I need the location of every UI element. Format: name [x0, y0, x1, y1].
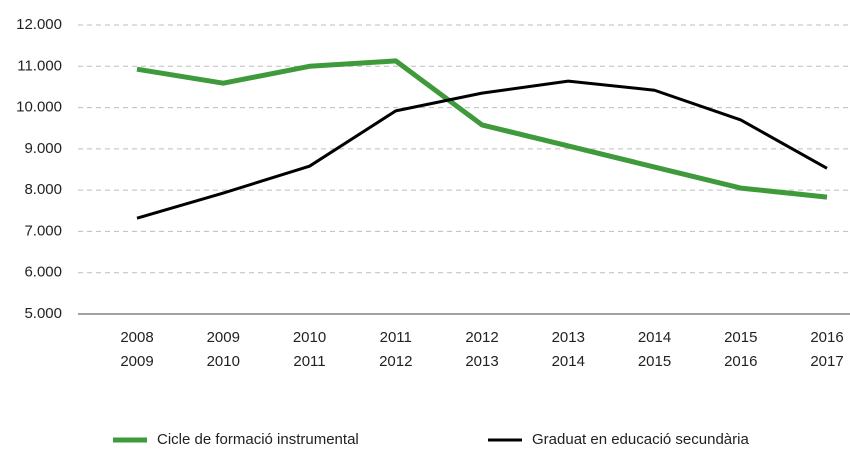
x-tick-label: 2009	[207, 329, 240, 346]
x-tick-label: 2011	[293, 353, 325, 370]
x-tick-label: 2016	[724, 353, 757, 370]
y-tick-label: 6.000	[24, 264, 62, 281]
y-tick-label: 9.000	[24, 140, 62, 157]
legend-label: Graduat en educació secundària	[532, 431, 749, 448]
x-tick-label: 2012	[379, 353, 412, 370]
legend-label: Cicle de formació instrumental	[157, 431, 359, 448]
y-tick-label: 12.000	[16, 16, 62, 33]
x-tick-label: 2009	[120, 353, 153, 370]
x-tick-label: 2010	[293, 329, 326, 346]
x-tick-label: 2017	[810, 353, 843, 370]
y-tick-label: 8.000	[24, 181, 62, 198]
x-tick-label: 2008	[120, 329, 153, 346]
series-line	[136, 58, 828, 200]
x-tick-label: 2010	[207, 353, 240, 370]
x-tick-label: 2012	[465, 329, 498, 346]
x-tick-label: 2015	[638, 353, 671, 370]
x-tick-label: 2014	[552, 353, 585, 370]
x-tick-label: 2014	[638, 329, 671, 346]
x-tick-label: 2011	[380, 329, 412, 346]
x-tick-label: 2013	[465, 353, 498, 370]
x-tick-label: 2013	[552, 329, 585, 346]
y-tick-label: 10.000	[16, 99, 62, 116]
y-tick-label: 7.000	[24, 222, 62, 239]
y-tick-label: 5.000	[24, 305, 62, 322]
y-tick-label: 11.000	[17, 57, 62, 74]
series-line	[136, 79, 828, 220]
x-tick-label: 2016	[810, 329, 843, 346]
x-tick-label: 2015	[724, 329, 757, 346]
